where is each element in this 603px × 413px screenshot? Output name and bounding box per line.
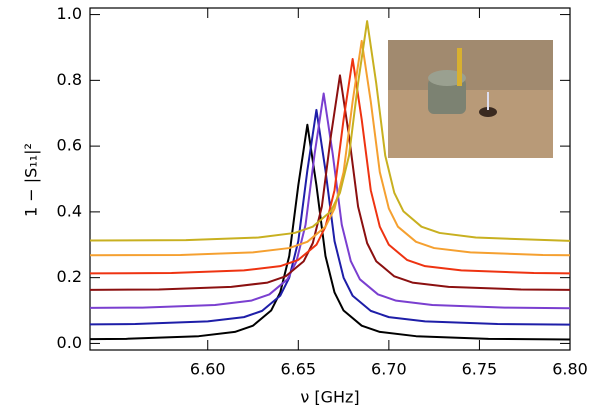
series-line <box>89 92 571 310</box>
x-tick-label: 6.80 <box>552 360 588 379</box>
y-axis-label: 1 − |S₁₁|² <box>22 143 41 217</box>
series-line <box>89 57 571 275</box>
series-line <box>89 20 571 242</box>
photo-cylinder <box>428 78 466 114</box>
series-line <box>89 74 571 291</box>
photo-hole <box>479 107 497 117</box>
y-tick-label: 0.6 <box>57 136 82 155</box>
series-line <box>89 108 571 326</box>
photo-pin <box>457 48 462 86</box>
photo-shadow <box>388 40 553 90</box>
y-tick-label: 0.2 <box>57 267 82 286</box>
x-tick-label: 6.70 <box>371 360 407 379</box>
y-tick-label: 0.0 <box>57 333 82 352</box>
x-tick-label: 6.60 <box>190 360 226 379</box>
x-tick-label: 6.65 <box>280 360 316 379</box>
y-tick-label: 1.0 <box>57 4 82 23</box>
y-tick-label: 0.8 <box>57 70 82 89</box>
series-line <box>89 123 571 341</box>
x-axis-label: ν [GHz] <box>300 388 359 407</box>
photo-cylinder-top <box>428 70 466 86</box>
inset-photo <box>388 40 553 158</box>
x-tick-label: 6.75 <box>462 360 498 379</box>
plot-frame <box>89 7 571 351</box>
series-line <box>89 39 571 257</box>
y-tick-label: 0.4 <box>57 201 82 220</box>
